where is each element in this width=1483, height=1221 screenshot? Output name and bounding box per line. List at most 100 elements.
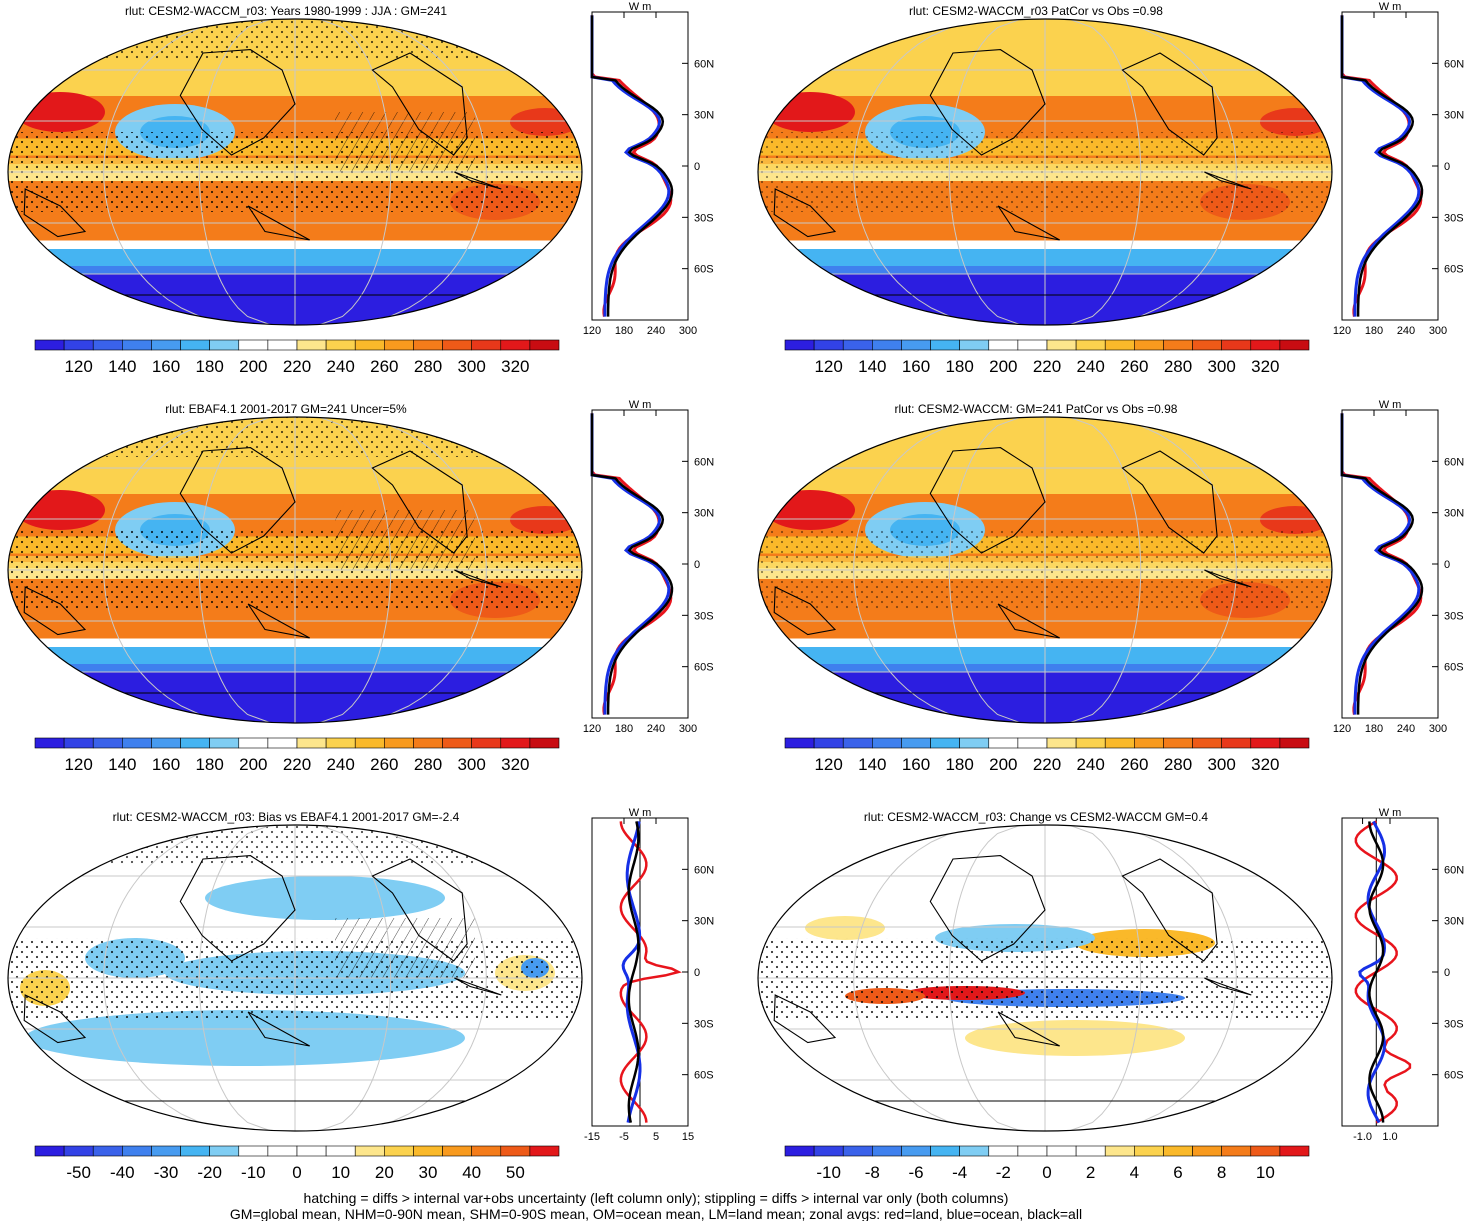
zonal-ytick-label: 60S <box>1444 1070 1464 1082</box>
colorbar-tick-label: 240 <box>1076 755 1104 774</box>
colorbar-tick-label: 4 <box>1130 1163 1139 1182</box>
colorbar-swatch <box>1192 737 1222 749</box>
zonal-mean-plot: W m 60N 30N 0 30S 60S -15 -5 5 15 <box>584 807 714 1143</box>
zonal-xtick-label: 120 <box>1333 723 1351 735</box>
colorbar-swatch <box>813 737 844 749</box>
colorbar-tick-label: 240 <box>326 357 354 376</box>
zonal-unit: W m <box>1379 807 1402 819</box>
footer-line-2: GM=global mean, NHM=0-90N mean, SHM=0-90… <box>230 1206 1082 1221</box>
colorbar-tick-label: 120 <box>64 755 92 774</box>
zonal-ytick-label: 30S <box>1444 212 1464 224</box>
colorbar-tick-label: -10 <box>816 1163 841 1182</box>
colorbar-tick-label: 260 <box>1120 755 1148 774</box>
colorbar-swatch <box>1192 1145 1222 1157</box>
colorbar-tick-label: 200 <box>239 755 267 774</box>
colorbar-swatch <box>92 339 123 351</box>
colorbar-tick-label: 280 <box>1164 357 1192 376</box>
colorbar-tick-label: 220 <box>283 357 311 376</box>
map-outline <box>757 18 1333 326</box>
map-field <box>758 19 1332 325</box>
colorbar-tick-label: 240 <box>326 755 354 774</box>
colorbar-tick-label: 320 <box>501 755 529 774</box>
zonal-xtick-label: 180 <box>1365 325 1383 337</box>
zonal-xtick-label: 180 <box>1365 723 1383 735</box>
colorbar-swatch <box>988 1145 1019 1157</box>
colorbar-swatch <box>354 737 385 749</box>
colorbar-swatch <box>325 339 356 351</box>
zonal-ytick-label: 30N <box>1444 508 1464 520</box>
footer-line-1: hatching = diffs > internal var+obs unce… <box>304 1190 1009 1206</box>
panel-title: rlut: CESM2-WACCM_r03: Change vs CESM2-W… <box>864 810 1209 824</box>
colorbar-swatch <box>151 1145 181 1157</box>
colorbar-tick-label: 180 <box>945 357 973 376</box>
zonal-ytick-label: 60S <box>694 264 714 276</box>
colorbar-tick-label: 8 <box>1217 1163 1226 1182</box>
colorbar: -10 -8 -6 -4 -2 0 2 4 6 8 10 <box>784 1145 1310 1182</box>
map-field <box>8 825 582 1131</box>
zonal-ytick-label: 60N <box>1444 456 1464 468</box>
colorbar-swatch <box>296 339 327 351</box>
zonal-mean-plot: W m 60N 30N 0 30S 60S -1.0 1.0 <box>1341 807 1464 1143</box>
colorbar-swatch <box>1104 339 1135 351</box>
colorbar-swatch <box>1221 339 1252 351</box>
colorbar-tick-label: 300 <box>457 755 485 774</box>
colorbar-swatch <box>63 737 94 749</box>
zonal-ytick-label: 30N <box>694 110 714 122</box>
zonal-profile <box>621 821 642 1123</box>
colorbar-swatch <box>238 339 269 351</box>
zonal-xtick-label: -5 <box>619 1131 629 1143</box>
colorbar-swatch <box>267 737 298 749</box>
panel-title: rlut: CESM2-WACCM_r03: Bias vs EBAF4.1 2… <box>113 810 460 824</box>
colorbar: 120 140 160 180 200 220 240 260 280 300 320 <box>784 737 1310 774</box>
colorbar-tick-label: 160 <box>902 357 930 376</box>
panel-title: rlut: CESM2-WACCM_r03 PatCor vs Obs =0.9… <box>909 4 1163 18</box>
colorbar-swatch <box>325 1145 356 1157</box>
colorbar-tick-label: 220 <box>283 755 311 774</box>
colorbar-tick-label: 260 <box>370 357 398 376</box>
colorbar-tick-label: 180 <box>195 755 223 774</box>
colorbar-swatch <box>1250 339 1281 351</box>
colorbar-swatch <box>1046 339 1077 351</box>
colorbar-swatch <box>529 737 560 749</box>
colorbar-swatch <box>842 737 873 749</box>
colorbar-swatch <box>813 1145 844 1157</box>
zonal-xtick-label: 300 <box>1429 723 1447 735</box>
colorbar-swatch <box>267 339 298 351</box>
colorbar-tick-label: 260 <box>370 755 398 774</box>
zonal-unit: W m <box>629 399 652 411</box>
colorbar-swatch <box>1163 339 1193 351</box>
colorbar-swatch <box>413 1145 443 1157</box>
colorbar-tick-label: -10 <box>241 1163 266 1182</box>
colorbar-swatch <box>384 737 414 749</box>
colorbar-swatch <box>1192 339 1222 351</box>
zonal-ytick-label: 60S <box>1444 264 1464 276</box>
colorbar-tick-label: 20 <box>375 1163 394 1182</box>
zonal-xtick-label: 300 <box>1429 325 1447 337</box>
colorbar-swatch <box>384 339 414 351</box>
colorbar-swatch <box>92 1145 123 1157</box>
zonal-ytick-label: 0 <box>1444 967 1450 979</box>
zonal-profile <box>619 821 682 1123</box>
zonal-ytick-label: 60N <box>694 864 714 876</box>
colorbar-swatch <box>500 1145 531 1157</box>
zonal-ytick-label: 0 <box>1444 161 1450 173</box>
zonal-ytick-label: 60S <box>694 1070 714 1082</box>
colorbar-swatch <box>296 1145 327 1157</box>
colorbar-tick-label: 50 <box>506 1163 525 1182</box>
zonal-xtick-label: 120 <box>583 723 601 735</box>
zonal-xtick-label: -1.0 <box>1353 1131 1372 1143</box>
colorbar-tick-label: 180 <box>945 755 973 774</box>
colorbar-swatch <box>34 339 65 351</box>
colorbar-swatch <box>901 1145 931 1157</box>
colorbar-tick-label: 320 <box>501 357 529 376</box>
colorbar-swatch <box>238 1145 269 1157</box>
zonal-unit: W m <box>1379 399 1402 411</box>
panel-6: rlut: CESM2-WACCM_r03: Change vs CESM2-W… <box>757 807 1464 1182</box>
colorbar-swatch <box>959 737 990 749</box>
colorbar-swatch <box>901 737 931 749</box>
colorbar-tick-label: -6 <box>908 1163 923 1182</box>
colorbar-tick-label: 140 <box>108 755 136 774</box>
zonal-profile <box>590 15 674 317</box>
zonal-unit: W m <box>1379 1 1402 13</box>
